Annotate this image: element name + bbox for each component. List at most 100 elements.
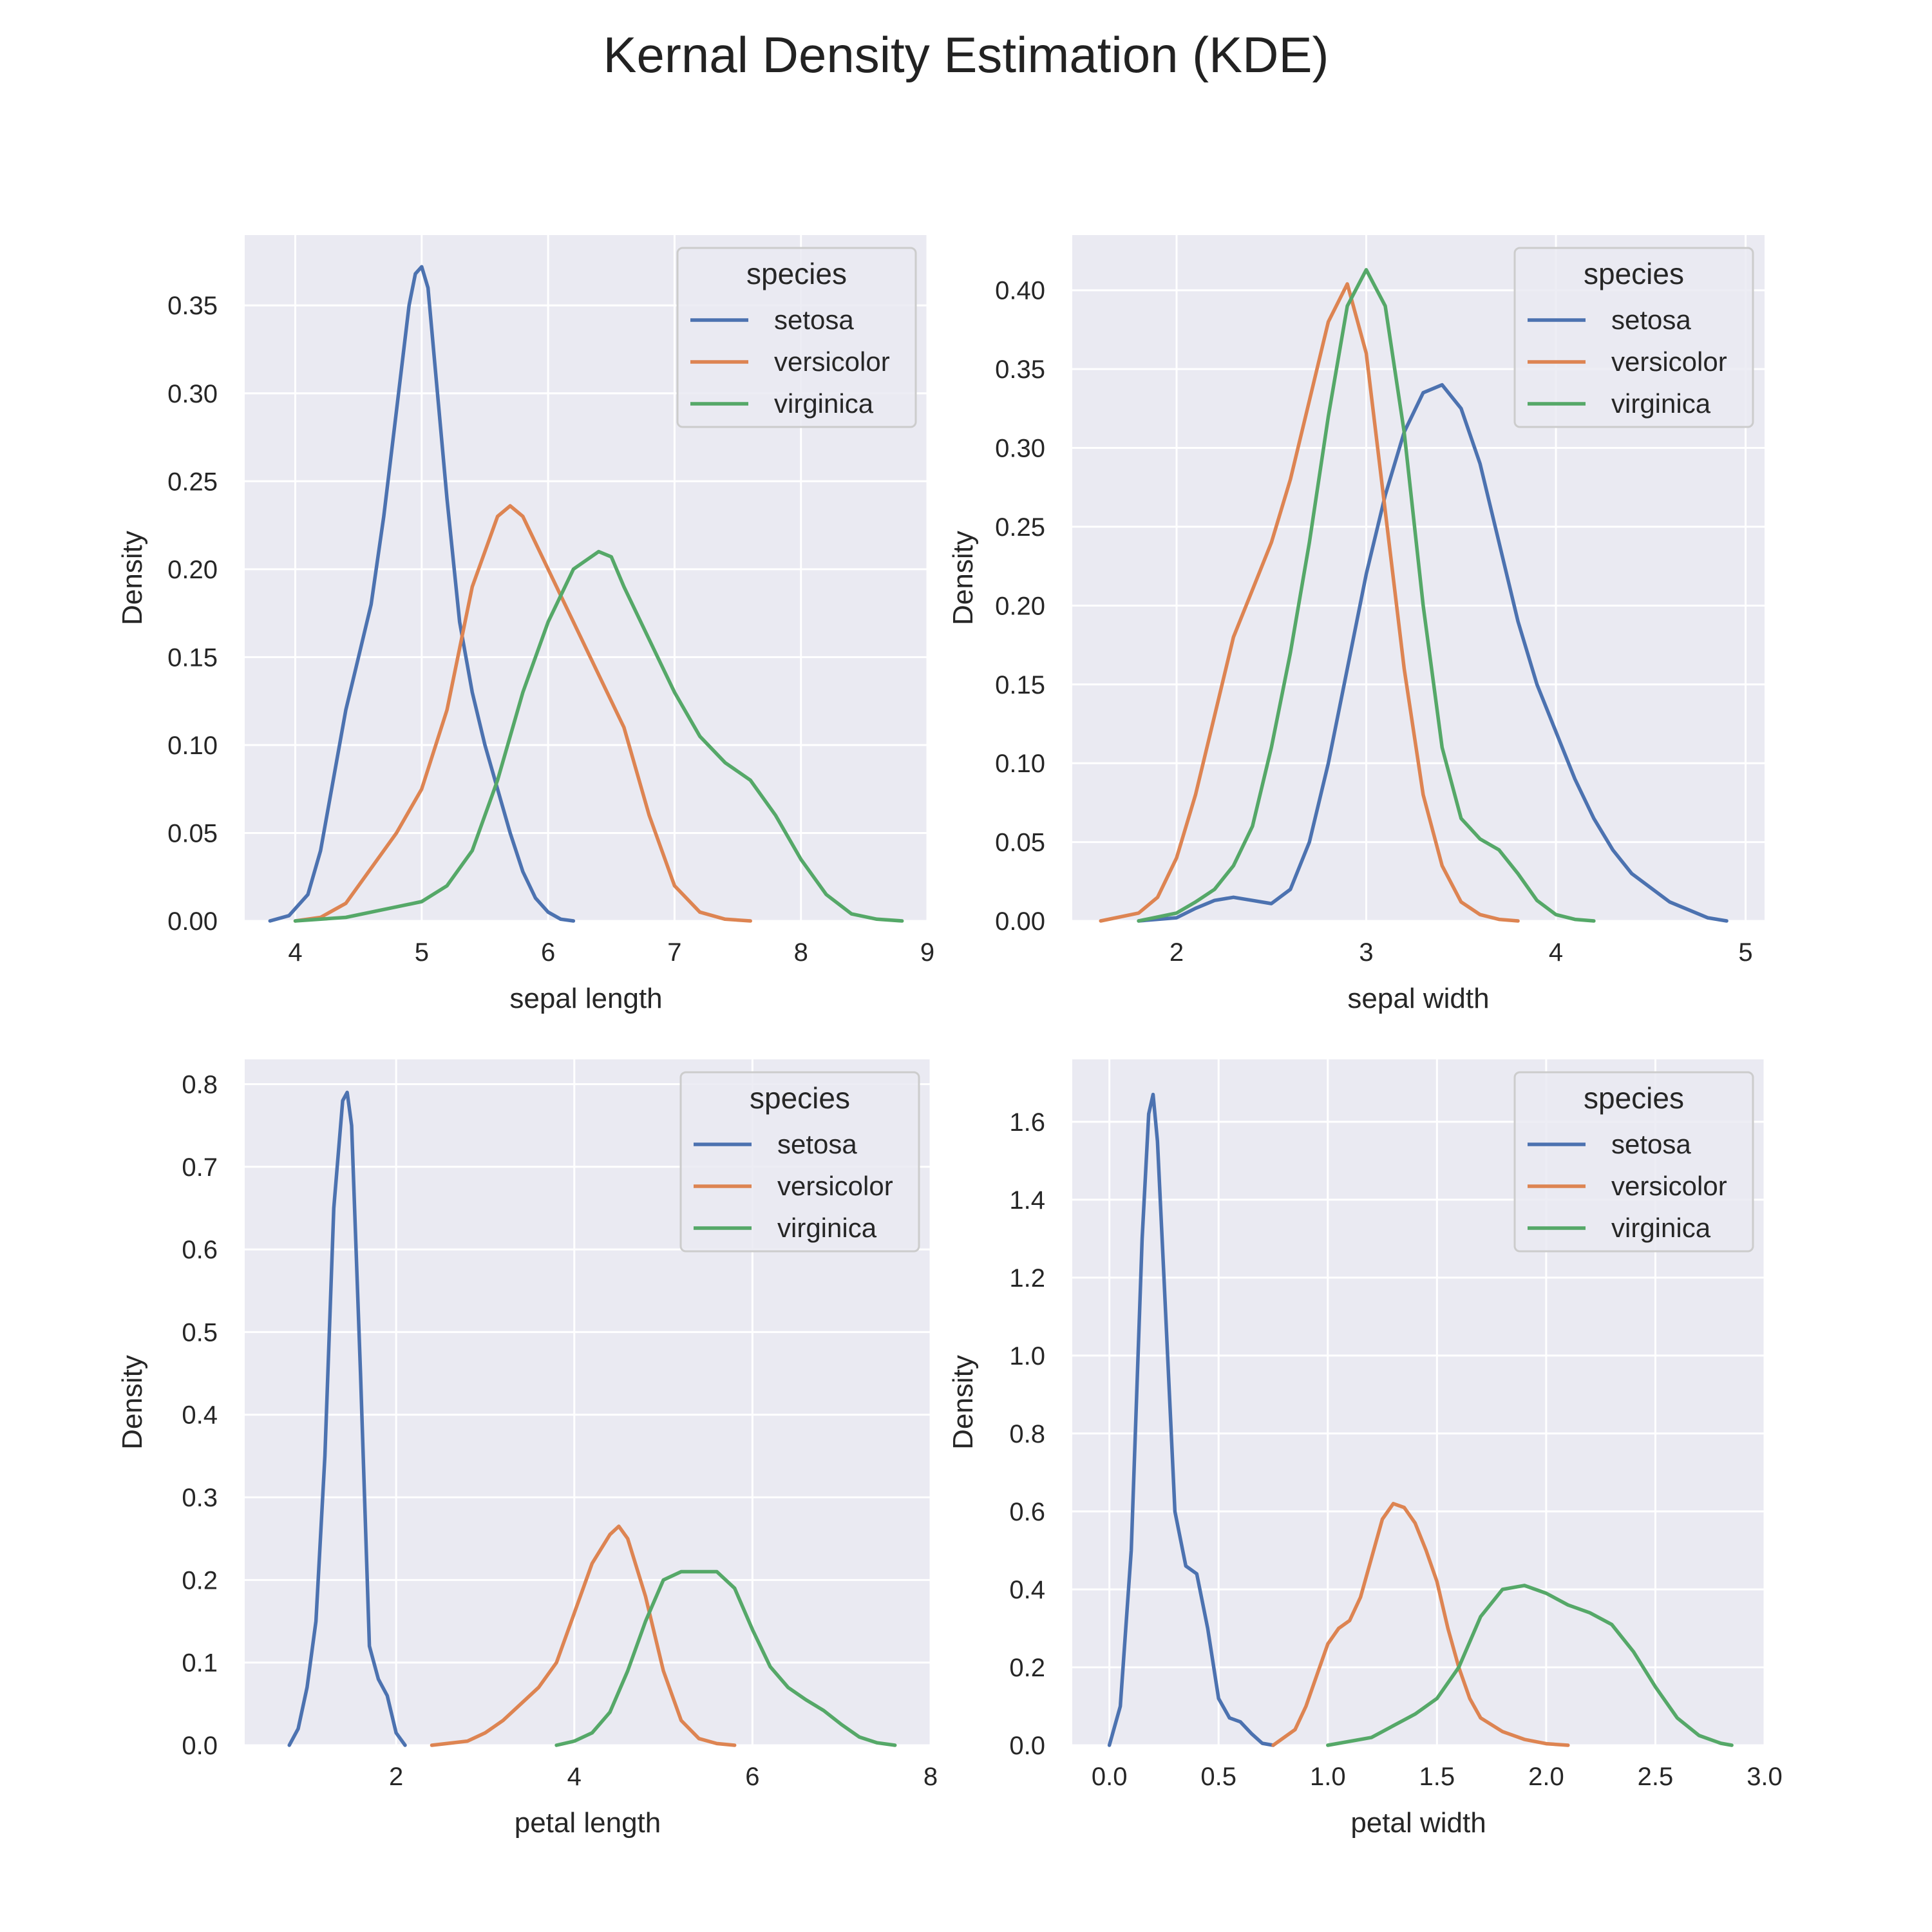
legend-label-virginica: virginica	[1611, 1213, 1711, 1243]
y-tick-label: 0.40	[995, 277, 1045, 305]
legend-label-setosa: setosa	[777, 1129, 857, 1159]
series-line-versicolor	[1271, 1502, 1570, 1747]
legend: species setosa versicolor virginica	[679, 1071, 920, 1253]
series-line-virginica	[1137, 268, 1596, 923]
x-tick-label: 8	[794, 938, 808, 967]
y-tick-label: 0.4	[1009, 1576, 1045, 1604]
y-tick-label: 0.05	[995, 829, 1045, 857]
subplot-4: 0.0 0.5 1.0 1.5 2.0 2.5 3.0 0.0 0.2 0.4 0.6 0.8 1.0 1…	[947, 1059, 1783, 1839]
y-tick-label: 0.6	[182, 1236, 218, 1264]
x-tick-label: 4	[567, 1763, 582, 1791]
x-axis-label: petal length	[515, 1807, 661, 1839]
y-tick-label: 0.0	[182, 1732, 218, 1760]
y-tick-label: 0.2	[182, 1566, 218, 1595]
subplot-1: 4 5 6 7 8 9 0.00 0.05 0.10 0.15 0.20 0.25 0.30 0.35 se…	[117, 235, 934, 1014]
legend-title: species	[1584, 257, 1684, 290]
legend-label-setosa: setosa	[774, 305, 854, 335]
legend-label-versicolor: versicolor	[777, 1171, 893, 1201]
x-tick-label: 7	[667, 938, 681, 967]
legend-title: species	[1584, 1081, 1684, 1115]
legend-title: species	[750, 1081, 850, 1115]
series-line-setosa	[268, 265, 576, 923]
legend-label-virginica: virginica	[1611, 388, 1711, 419]
y-axis-label: Density	[947, 531, 979, 625]
y-tick-label: 0.00	[167, 907, 218, 936]
x-tick-label: 2.5	[1638, 1763, 1674, 1791]
y-tick-label: 0.25	[995, 513, 1045, 542]
y-tick-label: 0.10	[167, 732, 218, 760]
x-tick-label: 1.5	[1419, 1763, 1455, 1791]
y-tick-label: 0.15	[167, 643, 218, 672]
x-axis-label: petal width	[1350, 1807, 1486, 1839]
y-tick-label: 0.35	[167, 292, 218, 320]
y-tick-label: 0.00	[995, 907, 1045, 936]
y-tick-label: 0.20	[995, 592, 1045, 620]
legend-label-setosa: setosa	[1611, 305, 1691, 335]
x-tick-label: 0.0	[1092, 1763, 1128, 1791]
x-tick-label: 8	[923, 1763, 938, 1791]
y-tick-label: 0.35	[995, 355, 1045, 384]
y-tick-label: 0.1	[182, 1649, 218, 1678]
legend-label-virginica: virginica	[777, 1213, 877, 1243]
legend-box	[1513, 247, 1754, 428]
legend-label-versicolor: versicolor	[1611, 346, 1727, 377]
x-tick-label: 5	[1738, 938, 1752, 967]
y-tick-label: 0.5	[182, 1318, 218, 1347]
y-tick-label: 0.7	[182, 1153, 218, 1182]
y-axis-label: Density	[947, 1355, 979, 1450]
x-tick-label: 1.0	[1310, 1763, 1346, 1791]
y-tick-label: 0.3	[182, 1484, 218, 1512]
y-tick-label: 0.30	[167, 380, 218, 408]
legend: species setosa versicolor virginica	[676, 247, 917, 428]
y-tick-label: 0.0	[1009, 1732, 1045, 1760]
x-tick-label: 4	[288, 938, 302, 967]
series-line-setosa	[1107, 1092, 1275, 1747]
series-line-versicolor	[1099, 282, 1520, 923]
legend-title: species	[746, 257, 847, 290]
x-tick-label: 4	[1549, 938, 1563, 967]
series-line-setosa	[287, 1090, 407, 1747]
y-tick-label: 1.6	[1009, 1108, 1045, 1137]
y-tick-label: 0.05	[167, 819, 218, 848]
legend: species setosa versicolor virginica	[1513, 247, 1754, 428]
y-tick-label: 0.4	[182, 1401, 218, 1430]
y-tick-label: 0.8	[1009, 1420, 1045, 1448]
y-tick-label: 0.20	[167, 556, 218, 584]
x-tick-label: 2	[389, 1763, 403, 1791]
x-tick-label: 6	[541, 938, 555, 967]
y-tick-label: 1.4	[1009, 1186, 1045, 1215]
x-tick-label: 3.0	[1747, 1763, 1783, 1791]
series-line-versicolor	[430, 1524, 737, 1747]
subplot-2: 2 3 4 5 0.00 0.05 0.10 0.15 0.20 0.25 0.30 0.35 0.40…	[947, 235, 1765, 1014]
series-line-setosa	[1137, 383, 1728, 923]
legend-label-virginica: virginica	[774, 388, 874, 419]
x-tick-label: 5	[415, 938, 429, 967]
legend-box	[676, 247, 917, 428]
y-tick-label: 1.0	[1009, 1342, 1045, 1370]
subplot-3: 2 4 6 8 0.0 0.1 0.2 0.3 0.4 0.5 0.6 0.7 0.8 petal len…	[117, 1059, 938, 1839]
legend-box	[679, 1071, 920, 1253]
legend-box	[1513, 1071, 1754, 1253]
series-line-virginica	[1326, 1584, 1734, 1747]
y-tick-label: 0.8	[182, 1070, 218, 1099]
y-tick-label: 0.6	[1009, 1498, 1045, 1526]
y-tick-label: 0.30	[995, 435, 1045, 463]
series-line-versicolor	[293, 504, 752, 923]
y-tick-label: 0.25	[167, 468, 218, 496]
legend-label-versicolor: versicolor	[1611, 1171, 1727, 1201]
y-tick-label: 0.2	[1009, 1654, 1045, 1682]
x-tick-label: 2	[1170, 938, 1184, 967]
series-line-virginica	[293, 549, 904, 923]
x-axis-label: sepal width	[1347, 983, 1489, 1014]
y-tick-label: 0.15	[995, 671, 1045, 699]
figure-title: Kernal Density Estimation (KDE)	[603, 26, 1329, 83]
y-tick-label: 1.2	[1009, 1264, 1045, 1293]
x-tick-label: 9	[920, 938, 934, 967]
legend: species setosa versicolor virginica	[1513, 1071, 1754, 1253]
y-axis-label: Density	[117, 1355, 148, 1450]
x-tick-label: 0.5	[1200, 1763, 1236, 1791]
y-axis-label: Density	[117, 531, 148, 625]
y-tick-label: 0.10	[995, 750, 1045, 778]
x-tick-label: 3	[1359, 938, 1373, 967]
